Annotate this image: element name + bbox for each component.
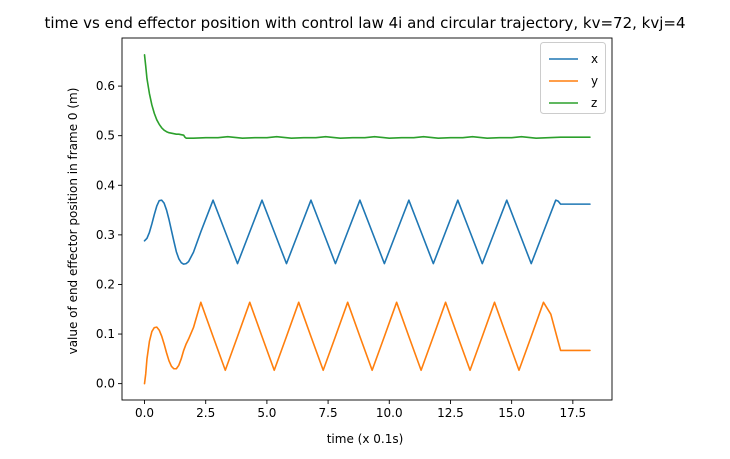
y-tick-label: 0.4 bbox=[96, 178, 115, 192]
y-tick-label: 0.0 bbox=[96, 377, 115, 391]
x-tick-label: 5.0 bbox=[257, 406, 276, 420]
y-axis: 0.0 0.1 0.2 0.3 0.4 0.5 0.6 bbox=[96, 79, 122, 391]
legend-box bbox=[540, 42, 606, 114]
legend-label-z: z bbox=[591, 96, 597, 110]
plot-frame bbox=[121, 37, 613, 401]
x-tick-label: 7.5 bbox=[319, 406, 338, 420]
x-axis-label: time (x 0.1s) bbox=[327, 432, 404, 446]
legend-label-y: y bbox=[591, 74, 598, 88]
legend: xyz bbox=[540, 42, 606, 114]
y-axis-label: value of end effector position in frame … bbox=[66, 88, 80, 355]
series-line-x bbox=[143, 199, 591, 265]
x-tick-label: 17.5 bbox=[559, 406, 586, 420]
y-tick-label: 0.3 bbox=[96, 228, 115, 242]
x-tick-label: 15.0 bbox=[498, 406, 525, 420]
plot-area bbox=[121, 37, 613, 401]
y-tick-label: 0.6 bbox=[96, 79, 115, 93]
x-tick-label: 12.5 bbox=[437, 406, 464, 420]
legend-label-x: x bbox=[591, 52, 598, 66]
x-tick-label: 10.0 bbox=[376, 406, 403, 420]
x-tick-label: 0.0 bbox=[135, 406, 154, 420]
series-line-z bbox=[143, 54, 591, 139]
x-axis: 0.0 2.5 5.0 7.5 10.0 12.5 15.0 17.5 bbox=[135, 400, 586, 420]
x-tick-label: 2.5 bbox=[196, 406, 215, 420]
y-tick-label: 0.5 bbox=[96, 129, 115, 143]
chart-title: time vs end effector position with contr… bbox=[45, 14, 686, 32]
y-tick-label: 0.1 bbox=[96, 327, 115, 341]
y-tick-label: 0.2 bbox=[96, 277, 115, 291]
series-line-y bbox=[143, 301, 591, 385]
